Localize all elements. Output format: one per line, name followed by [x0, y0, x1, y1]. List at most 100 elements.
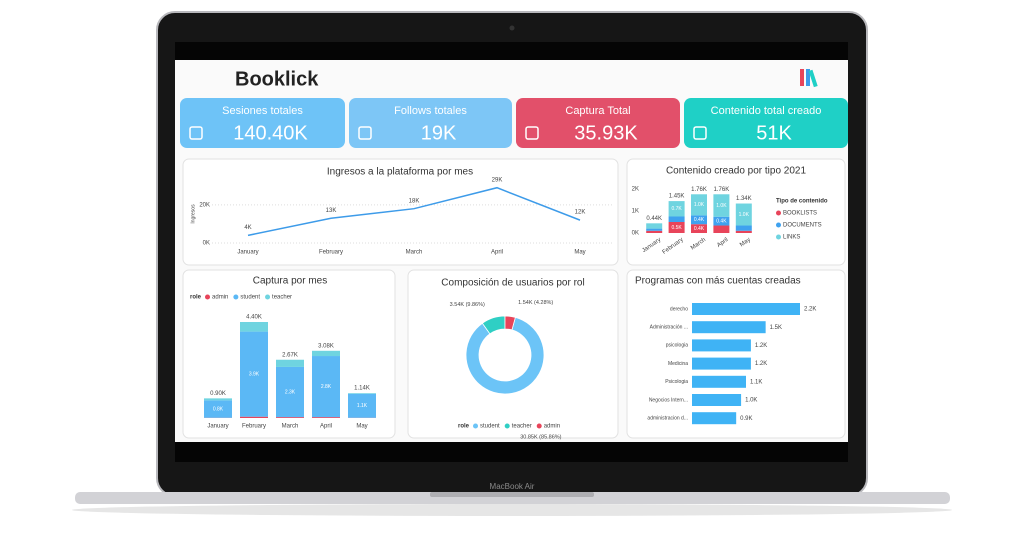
segment-label: 0.5K [671, 225, 682, 231]
y-tick-label: 20K [199, 202, 210, 208]
legend-label: admin [544, 424, 560, 430]
segment-label: 0.8K [213, 406, 224, 412]
legend-label: BOOKLISTS [783, 211, 817, 217]
bar-segment [713, 194, 730, 217]
bar-segment [713, 216, 730, 226]
y-tick-label: psicologia [666, 343, 688, 349]
legend-title: role [458, 424, 470, 430]
x-tick-label: April [716, 237, 729, 249]
segment-label: 2.3K [285, 389, 296, 395]
y-tick-label: 2K [632, 187, 639, 193]
kpi-value: 19K [421, 122, 457, 144]
chart-title: Contenido creado por tipo 2021 [666, 166, 807, 177]
bar-segment [312, 350, 340, 357]
chart-title: Programas con más cuentas creadas [635, 276, 801, 287]
legend-label: teacher [272, 295, 292, 301]
kpi-value: 140.40K [233, 122, 308, 144]
shadow [72, 504, 952, 516]
segment-label: 0.4K [694, 217, 705, 223]
bar-segment [240, 331, 268, 417]
bar-segment [276, 366, 304, 418]
segment-label: 1.0K [694, 202, 705, 208]
bar-segment [646, 228, 663, 231]
legend-swatch [536, 423, 542, 429]
total-label: 1.34K [736, 196, 752, 202]
total-label: 1.45K [669, 194, 685, 200]
y-tick-label: Negocios Intern... [649, 397, 688, 403]
x-tick-label: April [320, 424, 332, 430]
kpi-label: Follows totales [394, 105, 467, 117]
x-tick-label: January [207, 424, 228, 430]
legend-label: student [240, 295, 260, 301]
line [247, 186, 581, 237]
donut-slice [465, 316, 545, 395]
bar [692, 357, 751, 370]
segment-label: 0.7K [671, 206, 682, 212]
y-tick-label: Administración ... [650, 325, 688, 331]
chart-title: Composición de usuarios por rol [441, 278, 584, 289]
kpi-icon [358, 126, 372, 140]
bar [692, 303, 800, 315]
kpi-icon [189, 126, 203, 140]
legend-swatch [233, 294, 239, 300]
bar-segment [312, 417, 340, 418]
legend-title: role [190, 295, 202, 301]
bar-segment [646, 223, 663, 229]
device-label: MacBook Air [490, 482, 535, 491]
icon-bar [808, 69, 818, 88]
x-tick-label: April [491, 250, 503, 256]
icon-bar [806, 69, 810, 86]
total-label: 2.67K [282, 352, 298, 358]
bar-segment [668, 216, 685, 222]
legend-swatch [776, 222, 781, 228]
x-tick-label: May [574, 250, 585, 256]
bar [692, 339, 751, 352]
kpi-label: Captura Total [565, 105, 630, 117]
bar [692, 412, 737, 425]
y-tick-label: 0K [632, 231, 639, 237]
total-label: 1.76K [714, 187, 730, 193]
kpi-card [180, 98, 345, 148]
icon-bar [800, 69, 804, 86]
legend-swatch [473, 423, 479, 429]
kpi-label: Sesiones totales [222, 105, 303, 117]
data-label: 2.2K [804, 307, 816, 313]
bar-segment [276, 359, 304, 367]
x-tick-label: March [282, 424, 299, 430]
total-label: 0.44K [646, 216, 662, 222]
data-label: 1.2K [755, 361, 767, 367]
bar-segment [348, 393, 376, 394]
bar-segment [713, 225, 730, 233]
segment-label: 1.0K [739, 212, 750, 218]
legend-label: admin [212, 295, 228, 301]
x-tick-label: January [237, 250, 258, 256]
data-label: 29K [492, 177, 503, 183]
y-tick-label: derecho [670, 306, 688, 312]
data-label: 13K [326, 208, 337, 214]
bar-segment [668, 222, 685, 233]
data-label: 0.9K [740, 416, 752, 422]
data-label: 1.0K [745, 398, 757, 404]
data-label: 1.1K [750, 379, 762, 385]
legend-label: student [480, 424, 500, 430]
x-tick-label: May [739, 237, 752, 248]
bar-segment [312, 356, 340, 418]
bar-segment [204, 400, 232, 418]
bar-segment [668, 201, 685, 217]
kpi-card [349, 98, 512, 148]
base-notch [430, 492, 594, 497]
donut-slice [504, 315, 516, 331]
bar-segment [691, 194, 707, 216]
bar-segment [691, 224, 707, 233]
data-label: 18K [409, 198, 420, 204]
legend-title: Tipo de contenido [776, 199, 828, 205]
bar-segment [204, 398, 232, 401]
chart-title: Captura por mes [253, 276, 327, 287]
y-tick-label: 0K [203, 241, 210, 247]
total-label: 3.08K [318, 343, 334, 349]
total-label: 4.40K [246, 315, 262, 321]
slice-label: 1.54K (4.28%) [518, 300, 553, 306]
segment-label: 1.0K [716, 203, 727, 209]
brand-icon [800, 69, 818, 88]
data-label: 1.5K [770, 325, 782, 331]
